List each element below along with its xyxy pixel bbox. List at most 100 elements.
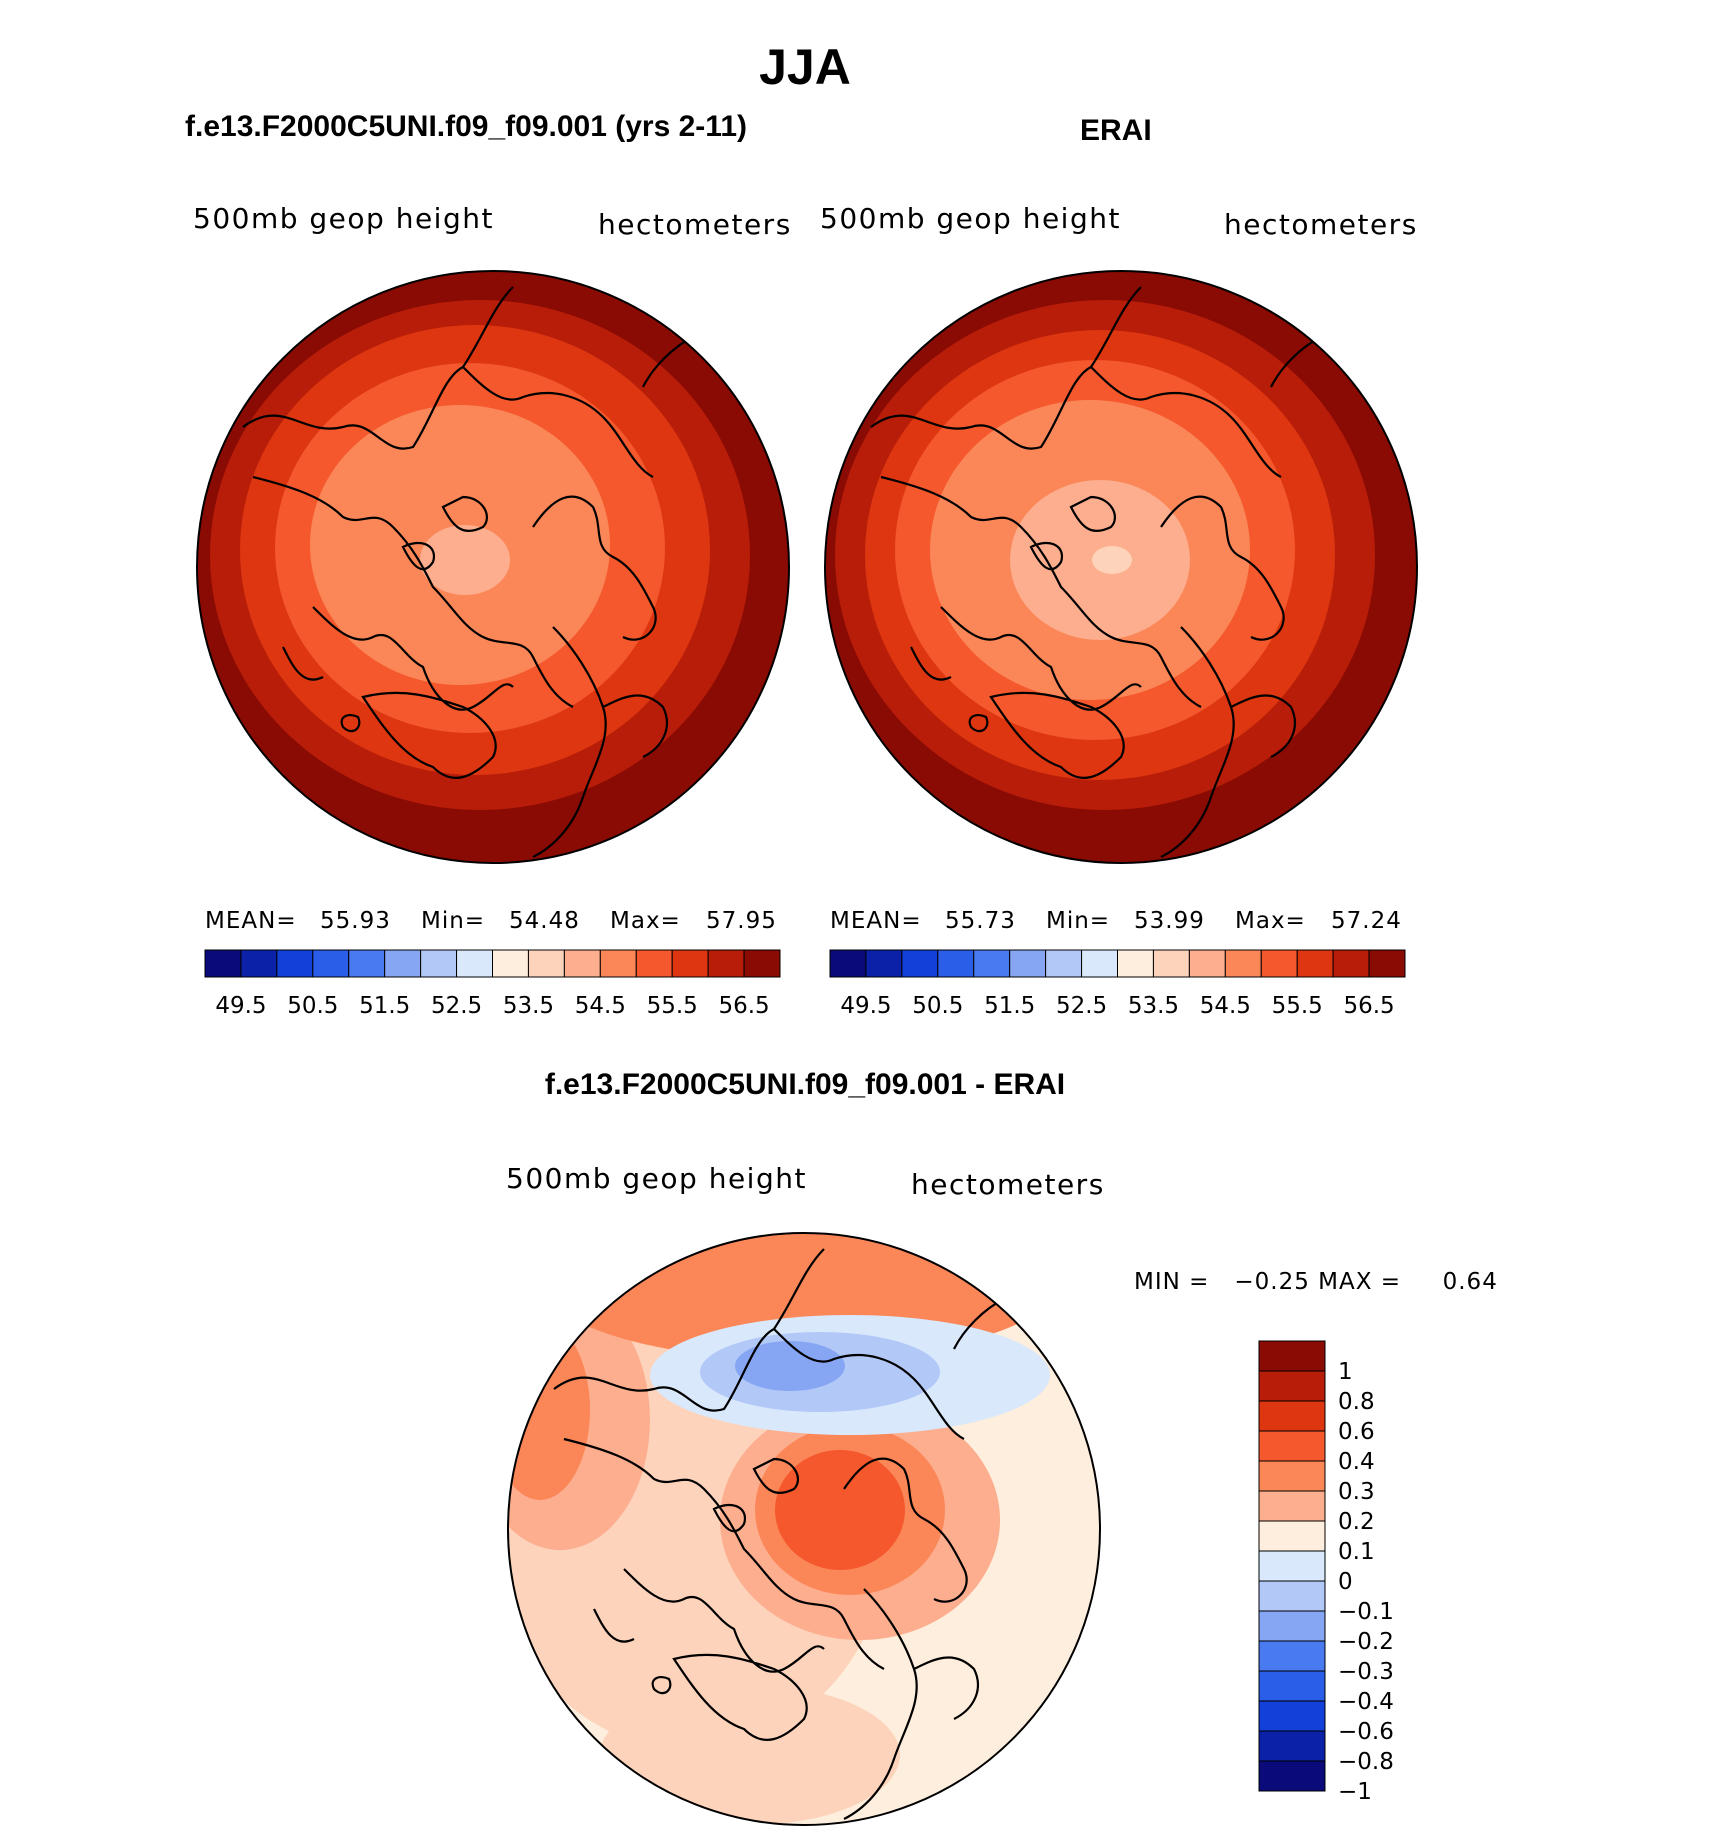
colorbar-swatch bbox=[1258, 1670, 1326, 1702]
colorbar-swatch bbox=[1368, 949, 1406, 978]
colorbar-swatch bbox=[563, 949, 601, 978]
colorbar-swatch bbox=[1258, 1760, 1326, 1792]
panel-2-units-label: hectometers bbox=[1224, 208, 1418, 241]
panel-2-title: ERAI bbox=[1080, 114, 1152, 147]
panel-1-mean-label: MEAN= bbox=[205, 908, 297, 934]
map-border-erai bbox=[824, 270, 1418, 864]
panel-2-mean-label: MEAN= bbox=[830, 908, 922, 934]
colorbar-tick-label: 56.5 bbox=[1343, 993, 1394, 1019]
colorbar-swatch bbox=[1258, 1640, 1326, 1672]
colorbar-tick-label: −0.2 bbox=[1338, 1629, 1394, 1655]
colorbar-swatch bbox=[1258, 1430, 1326, 1462]
colorbar-tick-label: 0.4 bbox=[1338, 1449, 1375, 1475]
colorbar-swatch bbox=[1258, 1700, 1326, 1732]
colorbar-tick-label: 1 bbox=[1338, 1359, 1353, 1385]
colorbar-swatch bbox=[1117, 949, 1154, 978]
colorbar-tick-label: 56.5 bbox=[718, 993, 769, 1019]
colorbar-tick-label: −1 bbox=[1338, 1779, 1372, 1805]
colorbar-swatch bbox=[1258, 1580, 1326, 1612]
figure-title: JJA bbox=[759, 39, 851, 95]
panel-3-min-max: MIN = −0.25 MAX = 0.64 bbox=[1134, 1269, 1498, 1295]
colorbar-tick-label: 52.5 bbox=[431, 993, 482, 1019]
colorbar-erai: 49.5 50.5 51.5 52.5 53.5 54.5 55.5 56.5 bbox=[829, 949, 1406, 1019]
colorbar-swatch bbox=[1045, 949, 1083, 978]
panel-2-min-value: 53.99 bbox=[1134, 908, 1205, 934]
panel-1-title: f.e13.F2000C5UNI.f09_f09.001 (yrs 2-11) bbox=[185, 110, 748, 143]
map-panel-erai bbox=[825, 271, 1417, 863]
panel-2-mean-value: 55.73 bbox=[945, 908, 1016, 934]
map-panel-model bbox=[197, 271, 789, 863]
colorbar-swatch bbox=[1152, 949, 1190, 978]
colorbar-swatch bbox=[635, 949, 673, 978]
colorbar-swatch bbox=[1258, 1730, 1326, 1762]
colorbar-tick-label: 54.5 bbox=[575, 993, 626, 1019]
colorbar-tick-label: 53.5 bbox=[1128, 993, 1179, 1019]
colorbar-swatch bbox=[1188, 949, 1226, 978]
colorbar-swatch bbox=[743, 949, 781, 978]
colorbar-swatch bbox=[527, 949, 565, 978]
colorbar-tick-label: 0 bbox=[1338, 1569, 1353, 1595]
colorbar-swatch bbox=[1258, 1610, 1326, 1642]
colorbar-swatch bbox=[276, 949, 314, 978]
colorbar-swatch bbox=[492, 949, 529, 978]
colorbar-tick-label: 0.1 bbox=[1338, 1539, 1375, 1565]
colorbar-tick-label: −0.6 bbox=[1338, 1719, 1394, 1745]
colorbar-swatch bbox=[204, 949, 242, 978]
colorbar-swatch bbox=[973, 949, 1011, 978]
panel-2-max-label: Max= bbox=[1235, 908, 1306, 934]
colorbar-swatch bbox=[1296, 949, 1334, 978]
colorbar-swatch bbox=[599, 949, 637, 978]
colorbar-swatch bbox=[1258, 1340, 1326, 1372]
panel-3-units-label: hectometers bbox=[911, 1168, 1105, 1201]
panel-1-variable-label: 500mb geop height bbox=[193, 202, 494, 235]
colorbar-tick-label: 0.8 bbox=[1338, 1389, 1375, 1415]
panel-2-min-label: Min= bbox=[1046, 908, 1111, 934]
colorbar-swatch bbox=[384, 949, 422, 978]
panel-1-mean-value: 55.93 bbox=[320, 908, 391, 934]
colorbar-swatch bbox=[1260, 949, 1298, 978]
colorbar-model: 49.5 50.5 51.5 52.5 53.5 54.5 55.5 56.5 bbox=[204, 949, 781, 1019]
map-panel-difference bbox=[508, 1233, 1100, 1825]
colorbar-swatch bbox=[348, 949, 386, 978]
panel-3-title: f.e13.F2000C5UNI.f09_f09.001 - ERAI bbox=[544, 1068, 1066, 1101]
colorbar-tick-label: 51.5 bbox=[984, 993, 1035, 1019]
colorbar-tick-label: −0.4 bbox=[1338, 1689, 1394, 1715]
colorbar-swatch bbox=[240, 949, 278, 978]
colorbar-swatch bbox=[1258, 1370, 1326, 1402]
colorbar-tick-label: 0.6 bbox=[1338, 1419, 1375, 1445]
panel-1-max-label: Max= bbox=[610, 908, 681, 934]
colorbar-tick-label: 51.5 bbox=[359, 993, 410, 1019]
colorbar-swatch bbox=[937, 949, 975, 978]
map-border-model bbox=[196, 270, 790, 864]
colorbar-tick-label: 49.5 bbox=[840, 993, 891, 1019]
colorbar-tick-label: 55.5 bbox=[1272, 993, 1323, 1019]
colorbar-swatch bbox=[1081, 949, 1118, 978]
colorbar-swatch bbox=[1258, 1400, 1326, 1432]
colorbar-tick-label: 49.5 bbox=[215, 993, 266, 1019]
colorbar-swatch bbox=[901, 949, 939, 978]
colorbar-swatch bbox=[1258, 1490, 1326, 1522]
colorbar-swatch bbox=[312, 949, 350, 978]
colorbar-tick-label: 0.2 bbox=[1338, 1509, 1375, 1535]
colorbar-swatch bbox=[671, 949, 709, 978]
panel-2-variable-label: 500mb geop height bbox=[820, 202, 1121, 235]
colorbar-swatch bbox=[1009, 949, 1047, 978]
colorbar-tick-label: 55.5 bbox=[647, 993, 698, 1019]
colorbar-tick-label: 52.5 bbox=[1056, 993, 1107, 1019]
colorbar-swatch bbox=[865, 949, 903, 978]
colorbar-difference: 1 0.8 0.6 0.4 0.3 0.2 0.1 0 −0.1 −0.2 −0.3 −0.4 −0.6… bbox=[1258, 1340, 1394, 1805]
colorbar-swatch bbox=[1224, 949, 1262, 978]
colorbar-swatch bbox=[1258, 1460, 1326, 1492]
colorbar-tick-label: 54.5 bbox=[1200, 993, 1251, 1019]
panel-1-units-label: hectometers bbox=[598, 208, 792, 241]
colorbar-tick-label: −0.8 bbox=[1338, 1749, 1394, 1775]
colorbar-swatch bbox=[707, 949, 745, 978]
colorbar-swatch bbox=[420, 949, 458, 978]
panel-1-min-value: 54.48 bbox=[509, 908, 580, 934]
panel-2-max-value: 57.24 bbox=[1331, 908, 1402, 934]
colorbar-tick-label: −0.1 bbox=[1338, 1599, 1394, 1625]
colorbar-swatch bbox=[1258, 1520, 1326, 1552]
colorbar-tick-label: 0.3 bbox=[1338, 1479, 1375, 1505]
colorbar-swatch bbox=[456, 949, 493, 978]
colorbar-swatch bbox=[1332, 949, 1370, 978]
